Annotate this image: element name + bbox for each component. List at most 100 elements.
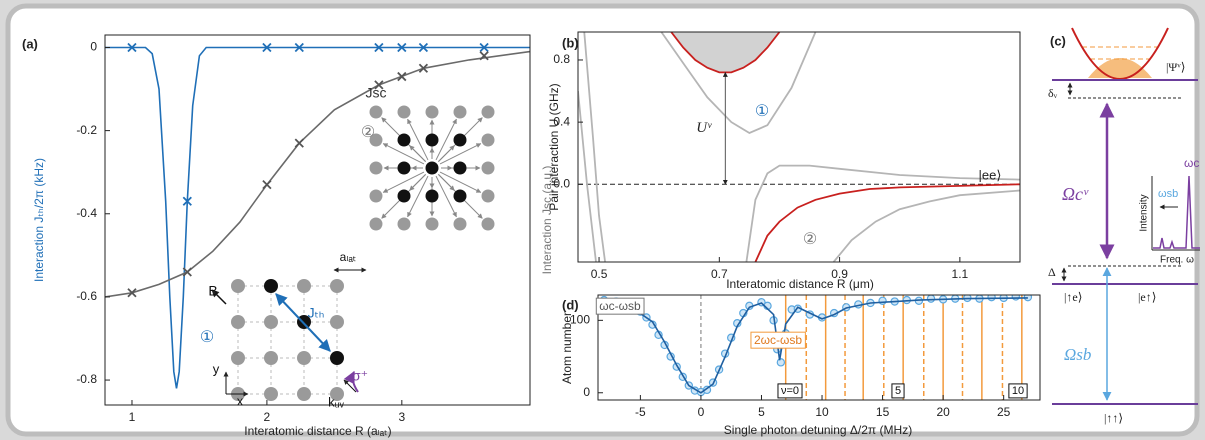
plot-area xyxy=(599,295,1033,400)
inset-peak-label: ωsb xyxy=(1158,188,1178,200)
atom xyxy=(397,189,411,203)
annotation-box xyxy=(750,331,806,349)
atom xyxy=(453,133,467,147)
marker xyxy=(182,267,192,277)
atom xyxy=(369,217,383,231)
atom xyxy=(369,105,383,119)
coupling-arrow xyxy=(435,118,457,161)
marker xyxy=(397,42,407,53)
x-tick-label: 3 xyxy=(398,410,405,424)
coupling-arrow xyxy=(382,171,425,193)
curve xyxy=(745,164,1020,262)
atom xyxy=(369,189,383,203)
atom xyxy=(264,279,278,293)
annotation-box xyxy=(891,383,905,399)
annotation: ① xyxy=(200,329,214,346)
annotation: Jₜₕ xyxy=(308,305,325,321)
atom xyxy=(397,133,411,147)
x-tick-label: 10 xyxy=(815,405,829,419)
x-tick-label: -5 xyxy=(635,405,646,419)
annotation: aₗₐₜ xyxy=(340,250,357,264)
annotation: ② xyxy=(803,231,817,248)
atom xyxy=(397,105,411,119)
panel-label: (c) xyxy=(1050,33,1066,48)
atom xyxy=(453,217,467,231)
y-axis-label: Atom number xyxy=(560,312,574,384)
atom xyxy=(453,105,467,119)
annotation-box xyxy=(1008,383,1028,399)
atom xyxy=(397,161,411,175)
marker xyxy=(374,42,384,53)
atom xyxy=(330,387,344,401)
atom xyxy=(481,105,495,119)
panel-label: (d) xyxy=(562,297,579,312)
atom xyxy=(297,351,311,365)
annotation: 10 xyxy=(1012,385,1024,397)
marker xyxy=(418,63,429,73)
x-tick-label: 15 xyxy=(876,405,890,419)
atom xyxy=(264,315,278,329)
inset-x-label: Freq. ω xyxy=(1160,255,1194,266)
x-tick-label: 0 xyxy=(698,405,705,419)
axes-frame xyxy=(577,31,1021,263)
x-tick-label: 5 xyxy=(758,405,765,419)
x-tick-label: 1.1 xyxy=(952,267,969,281)
axes-frame xyxy=(597,294,1041,401)
level-diagram: (c) |Ψᵛ⟩ δᵥ Ωcᵛ Intensity ωc ωsb Freq. ω… xyxy=(1048,27,1200,425)
annotation-box xyxy=(595,297,645,315)
curve xyxy=(603,297,1028,394)
state-label: |e↑⟩ xyxy=(1138,290,1156,304)
annotation: σ⁺ xyxy=(352,368,368,384)
marker xyxy=(262,180,272,190)
lattice-inset xyxy=(211,267,367,401)
atom xyxy=(425,189,439,203)
curve xyxy=(583,32,606,262)
atom xyxy=(453,161,467,175)
marker xyxy=(479,51,489,61)
laser-arrow xyxy=(343,370,359,393)
atom xyxy=(231,351,245,365)
coupling-arrow xyxy=(407,118,429,161)
y-tick-label: 0.8 xyxy=(553,52,570,66)
atom xyxy=(481,161,495,175)
atom xyxy=(481,189,495,203)
inset-y-label: Intensity xyxy=(1139,194,1150,231)
y-tick-label: 0.4 xyxy=(553,114,570,128)
atom xyxy=(481,133,495,147)
coupling-arrow xyxy=(407,175,429,218)
annotation: ωc-ωsb xyxy=(599,299,641,313)
x-tick-label: 20 xyxy=(936,405,950,419)
coupling-label: Ωcᵛ xyxy=(1062,184,1089,204)
state-label: |Ψᵛ⟩ xyxy=(1166,60,1185,74)
marker xyxy=(294,42,304,53)
annotation: ① xyxy=(755,103,769,120)
coupling-label: Ωsb xyxy=(1064,345,1091,364)
y-tick-label: 0 xyxy=(90,40,97,54)
atom xyxy=(481,217,495,231)
atom xyxy=(231,279,245,293)
atom xyxy=(297,279,311,293)
marker xyxy=(294,138,304,148)
curve xyxy=(660,32,817,135)
well-fill xyxy=(671,32,780,73)
atom xyxy=(425,161,439,175)
atom xyxy=(397,217,411,231)
annotation: 5 xyxy=(895,385,901,397)
coupling-arrow xyxy=(409,145,426,162)
inset-peak-label: ωc xyxy=(1184,156,1199,170)
x-tick-label: 0.9 xyxy=(831,267,848,281)
y-tick-label: -0.2 xyxy=(76,123,97,137)
x-tick-label: 2 xyxy=(264,410,271,424)
annotation: y xyxy=(213,361,220,376)
x-tick-label: 1 xyxy=(129,410,136,424)
atom xyxy=(425,133,439,147)
field-arrow xyxy=(211,289,227,305)
annotation: ν=0 xyxy=(781,385,799,397)
annotation: 2ωc-ωsb xyxy=(754,333,802,347)
x-tick-label: 25 xyxy=(997,405,1011,419)
annotation: B xyxy=(208,283,217,299)
atom xyxy=(330,279,344,293)
marker xyxy=(418,42,429,53)
atom xyxy=(453,189,467,203)
